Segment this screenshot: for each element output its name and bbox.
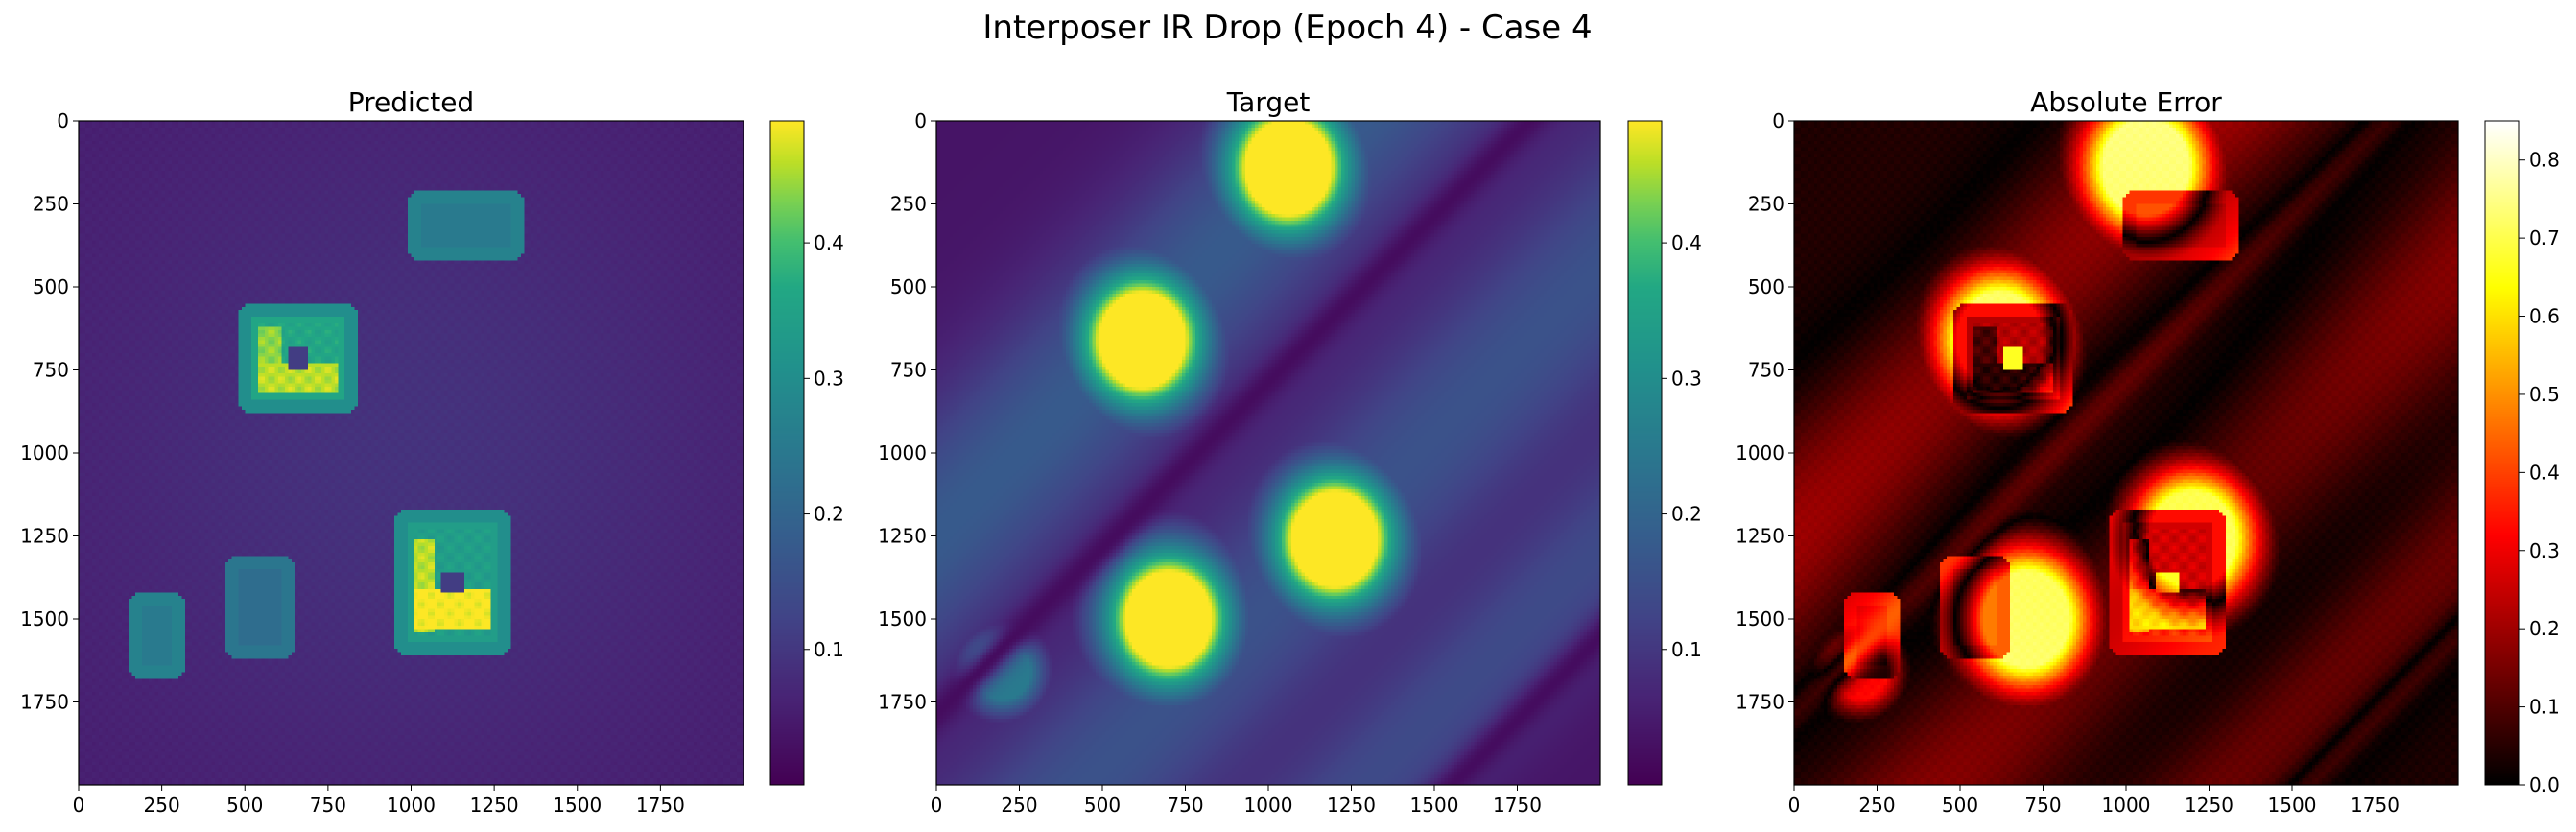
x-tick-label: 0: [1788, 794, 1801, 817]
x-tick-label: 500: [1942, 794, 1978, 817]
x-tick-label: 0: [931, 794, 943, 817]
y-tick-label: 500: [33, 275, 69, 298]
y-tick-label: 250: [33, 193, 69, 216]
heatmap-image: [1794, 121, 2458, 785]
x-tick-label: 1500: [553, 794, 602, 817]
colorbar-tick-label: 0.7: [2529, 226, 2560, 250]
y-tick-label: 1500: [878, 607, 927, 630]
colorbar-tick-label: 0.6: [2529, 305, 2560, 328]
colorbar-tick-label: 0.3: [2529, 539, 2560, 562]
colorbar-tick-label: 0.0: [2529, 773, 2560, 796]
heatmap-image: [79, 121, 744, 785]
y-tick-label: 500: [1748, 275, 1784, 298]
y-tick-label: 1000: [20, 441, 69, 464]
x-tick-label: 0: [73, 794, 85, 817]
x-tick-label: 1000: [2102, 794, 2151, 817]
colorbar-tick-label: 0.1: [2529, 696, 2560, 719]
x-tick-label: 500: [1084, 794, 1121, 817]
y-tick-label: 1250: [878, 525, 927, 548]
x-tick-label: 1750: [636, 794, 685, 817]
colorbar-tick-label: 0.2: [814, 503, 844, 526]
colorbar-tick-label: 0.2: [2529, 617, 2560, 640]
colorbar-frame: [1627, 120, 1663, 786]
y-tick-label: 750: [1748, 359, 1784, 382]
colorbar: [1628, 121, 1662, 785]
y-tick-label: 250: [1748, 193, 1784, 216]
y-tick-label: 1750: [878, 691, 927, 714]
heatmap-image: [936, 121, 1600, 785]
panel-title: Predicted: [348, 86, 474, 118]
colorbar-tick-label: 0.5: [2529, 383, 2560, 406]
x-tick-label: 250: [1001, 794, 1037, 817]
y-tick-label: 500: [890, 275, 927, 298]
y-tick-label: 750: [33, 359, 69, 382]
y-tick-label: 1250: [1736, 525, 1784, 548]
y-tick-label: 0: [914, 109, 927, 132]
y-tick-label: 1750: [1736, 691, 1784, 714]
panel-title: Absolute Error: [2030, 86, 2222, 118]
x-tick-label: 750: [1167, 794, 1203, 817]
x-tick-label: 1500: [2268, 794, 2317, 817]
colorbar-frame: [769, 120, 805, 786]
x-tick-label: 250: [144, 794, 180, 817]
y-tick-label: 1750: [20, 691, 69, 714]
x-tick-label: 750: [310, 794, 346, 817]
x-tick-label: 1000: [1244, 794, 1293, 817]
colorbar: [2485, 121, 2519, 785]
panel-1: Target 0 250 500 750 1000 1250 1500 1750 0 250 500 7…: [878, 86, 1702, 817]
x-tick-label: 750: [2024, 794, 2061, 817]
x-tick-label: 1000: [387, 794, 436, 817]
colorbar-tick-label: 0.1: [1671, 638, 1702, 661]
y-tick-label: 1000: [878, 441, 927, 464]
colorbar-tick-label: 0.4: [1671, 231, 1702, 254]
y-tick-label: 1250: [20, 525, 69, 548]
colorbar: [770, 121, 804, 785]
panel-0: Predicted 0 250 500 750 1000 1250 1500 1750 0 250 5…: [20, 86, 844, 817]
x-tick-label: 1500: [1410, 794, 1459, 817]
y-tick-label: 750: [890, 359, 927, 382]
y-tick-label: 0: [1772, 109, 1784, 132]
y-tick-label: 1500: [1736, 607, 1784, 630]
y-tick-label: 1000: [1736, 441, 1784, 464]
colorbar-frame: [2484, 120, 2520, 786]
colorbar-tick-label: 0.3: [814, 367, 844, 390]
colorbar-tick-label: 0.4: [2529, 461, 2560, 484]
colorbar-tick-label: 0.8: [2529, 149, 2560, 172]
x-tick-label: 1250: [1327, 794, 1376, 817]
colorbar-tick-label: 0.2: [1671, 503, 1702, 526]
y-tick-label: 250: [890, 193, 927, 216]
colorbar-tick-label: 0.4: [814, 231, 844, 254]
y-tick-label: 0: [57, 109, 69, 132]
x-tick-label: 1250: [470, 794, 519, 817]
y-tick-label: 1500: [20, 607, 69, 630]
panel-2: Absolute Error 0 250 500 750 1000 1250 1500 1750…: [1736, 86, 2560, 817]
x-tick-label: 1250: [2185, 794, 2233, 817]
x-tick-label: 1750: [2351, 794, 2399, 817]
figure-suptitle: Interposer IR Drop (Epoch 4) - Case 4: [982, 9, 1592, 47]
panel-title: Target: [1226, 86, 1311, 118]
colorbar-tick-label: 0.3: [1671, 367, 1702, 390]
x-tick-label: 250: [1858, 794, 1895, 817]
x-tick-label: 500: [226, 794, 263, 817]
colorbar-tick-label: 0.1: [814, 638, 844, 661]
x-tick-label: 1750: [1493, 794, 1542, 817]
